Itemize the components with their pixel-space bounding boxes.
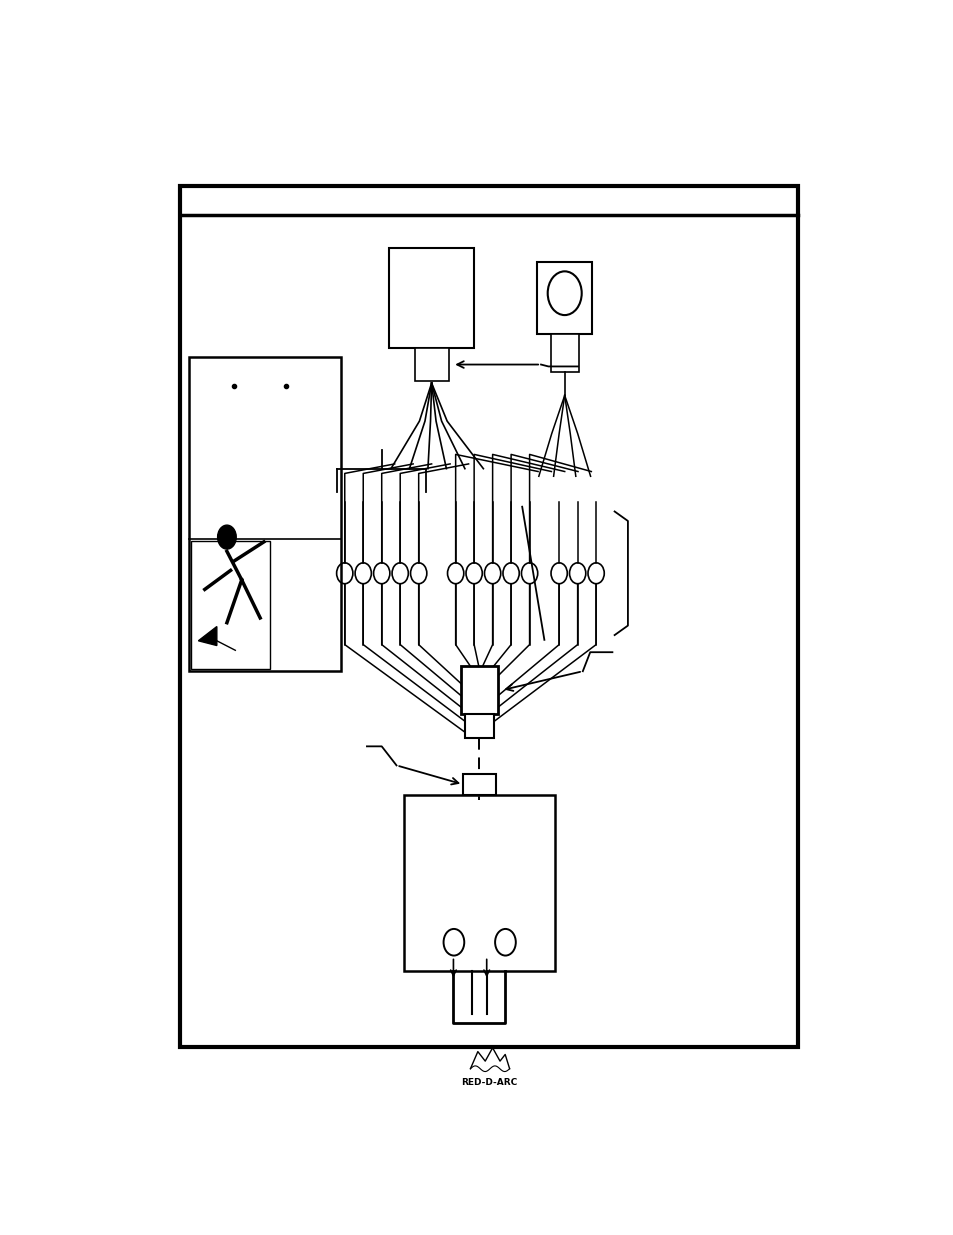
Bar [403, 795, 555, 971]
Bar [415, 348, 448, 382]
Bar [460, 667, 497, 714]
Bar [462, 774, 495, 795]
Circle shape [217, 525, 236, 550]
Polygon shape [198, 626, 216, 646]
Bar [464, 714, 494, 737]
Bar [389, 248, 474, 348]
Bar [550, 333, 578, 372]
Text: RED-D-ARC: RED-D-ARC [460, 1078, 517, 1087]
Bar [537, 262, 592, 333]
Bar [190, 357, 341, 672]
Bar [180, 186, 797, 1047]
Bar [191, 541, 270, 669]
